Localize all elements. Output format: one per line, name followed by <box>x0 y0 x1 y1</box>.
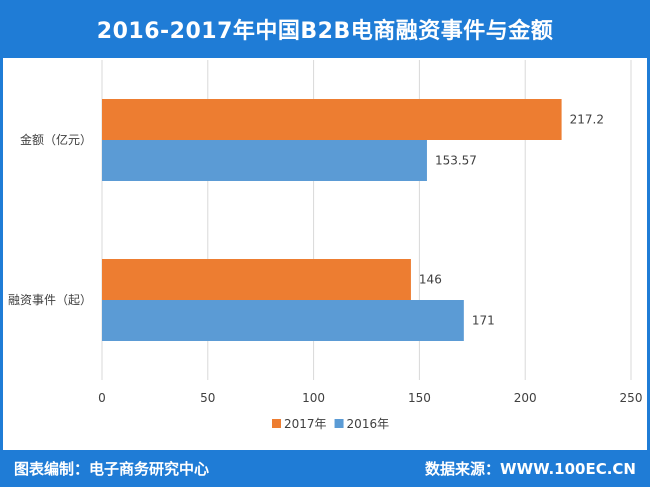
bar <box>102 300 464 341</box>
chart-title: 2016-2017年中国B2B电商融资事件与金额 <box>96 19 554 44</box>
x-tick-label: 100 <box>302 391 325 405</box>
legend-label: 2016年 <box>347 417 390 431</box>
footer: 图表编制：电子商务研究中心 数据来源：WWW.100EC.CN <box>0 450 650 487</box>
bar <box>102 99 562 140</box>
footer-source: 数据来源：WWW.100EC.CN <box>425 460 636 478</box>
legend: 2017年 2016年 <box>272 417 389 431</box>
bar <box>102 140 427 181</box>
data-label: 146 <box>419 273 442 287</box>
data-label: 217.2 <box>570 113 604 127</box>
x-tick-label: 50 <box>200 391 215 405</box>
x-tick-label: 200 <box>514 391 537 405</box>
category-label: 金额（亿元） <box>20 132 92 147</box>
x-tick-label: 250 <box>620 391 643 405</box>
legend-swatch <box>334 419 344 428</box>
title-bar: 2016-2017年中国B2B电商融资事件与金额 <box>0 0 650 58</box>
footer-credit: 图表编制：电子商务研究中心 <box>14 460 210 478</box>
category-label: 融资事件（起） <box>8 293 92 307</box>
plot-panel: 217.2 153.57 146 171 金额（亿元） 融资事件（起） 0 50 100 15… <box>3 58 647 450</box>
category-labels: 金额（亿元） 融资事件（起） <box>8 132 92 307</box>
legend-label: 2017年 <box>284 417 327 431</box>
bar <box>102 259 411 300</box>
data-label: 171 <box>472 314 495 328</box>
x-tick-label: 0 <box>98 391 106 405</box>
bars: 217.2 153.57 146 171 <box>102 99 604 341</box>
legend-swatch <box>272 419 281 428</box>
x-tick-label: 150 <box>408 391 431 405</box>
bar-chart: 217.2 153.57 146 171 金额（亿元） 融资事件（起） 0 50 100 15… <box>8 60 642 431</box>
data-label: 153.57 <box>435 154 477 168</box>
x-tick-labels: 0 50 100 150 200 250 <box>98 391 642 405</box>
